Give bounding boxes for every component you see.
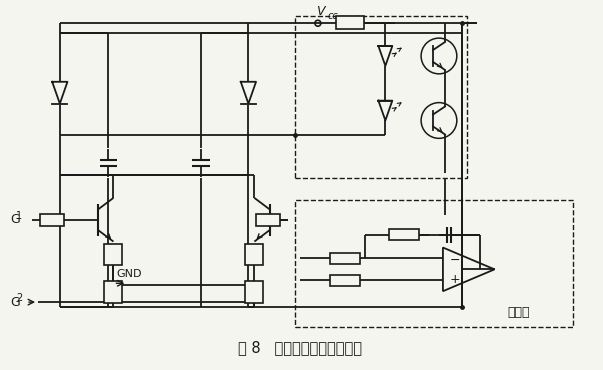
Text: G: G [10, 296, 20, 309]
Text: G: G [10, 213, 20, 226]
Bar [104, 243, 122, 265]
Bar [390, 229, 419, 240]
Bar [295, 16, 467, 178]
Text: V: V [316, 5, 324, 18]
Bar [40, 214, 64, 226]
Bar [104, 281, 122, 303]
Bar [330, 253, 359, 264]
Text: GND: GND [116, 269, 142, 279]
Text: 图 8   过零点调整电路示意图: 图 8 过零点调整电路示意图 [238, 340, 362, 355]
Text: 2: 2 [16, 293, 22, 303]
Bar [245, 243, 264, 265]
Bar [336, 16, 364, 29]
Bar [295, 200, 573, 327]
Text: cc: cc [328, 11, 338, 21]
Bar [330, 275, 359, 286]
Bar [256, 214, 280, 226]
Text: +: + [450, 273, 461, 286]
Text: −: − [450, 254, 460, 267]
Text: 1: 1 [16, 211, 22, 221]
Bar [245, 281, 264, 303]
Text: 电流环: 电流环 [507, 306, 529, 319]
